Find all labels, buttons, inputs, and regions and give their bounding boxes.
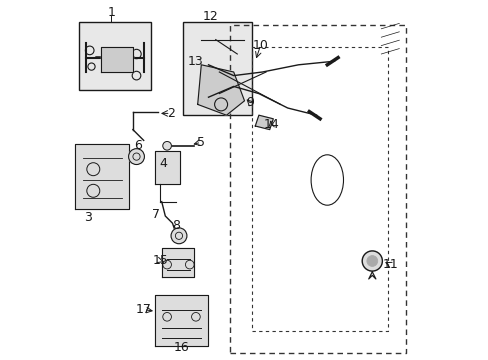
Bar: [79, 22, 151, 90]
Bar: [183, 22, 251, 115]
Circle shape: [128, 149, 144, 165]
Polygon shape: [154, 151, 179, 184]
Text: 2: 2: [166, 107, 174, 120]
Text: 13: 13: [188, 55, 203, 68]
Text: 16: 16: [173, 341, 189, 354]
Text: 4: 4: [159, 157, 167, 170]
Polygon shape: [162, 248, 194, 277]
Text: 10: 10: [252, 39, 268, 51]
Polygon shape: [368, 272, 375, 279]
Text: 1: 1: [107, 6, 115, 19]
Polygon shape: [255, 115, 273, 130]
Circle shape: [171, 228, 186, 244]
Text: 14: 14: [263, 118, 279, 131]
Text: 9: 9: [245, 96, 253, 109]
Text: 12: 12: [202, 10, 218, 23]
Text: 15: 15: [153, 255, 168, 267]
Text: 17: 17: [136, 303, 151, 316]
Polygon shape: [75, 144, 129, 209]
Circle shape: [366, 256, 377, 266]
Polygon shape: [197, 65, 244, 115]
Text: 7: 7: [152, 208, 160, 221]
Text: 5: 5: [197, 136, 205, 149]
Circle shape: [163, 141, 171, 150]
Circle shape: [214, 98, 227, 111]
Text: 6: 6: [134, 139, 142, 152]
Polygon shape: [154, 295, 208, 346]
Polygon shape: [101, 47, 133, 72]
Text: 11: 11: [382, 258, 397, 271]
Text: 8: 8: [172, 219, 180, 231]
Text: 3: 3: [84, 211, 92, 224]
Circle shape: [362, 251, 382, 271]
